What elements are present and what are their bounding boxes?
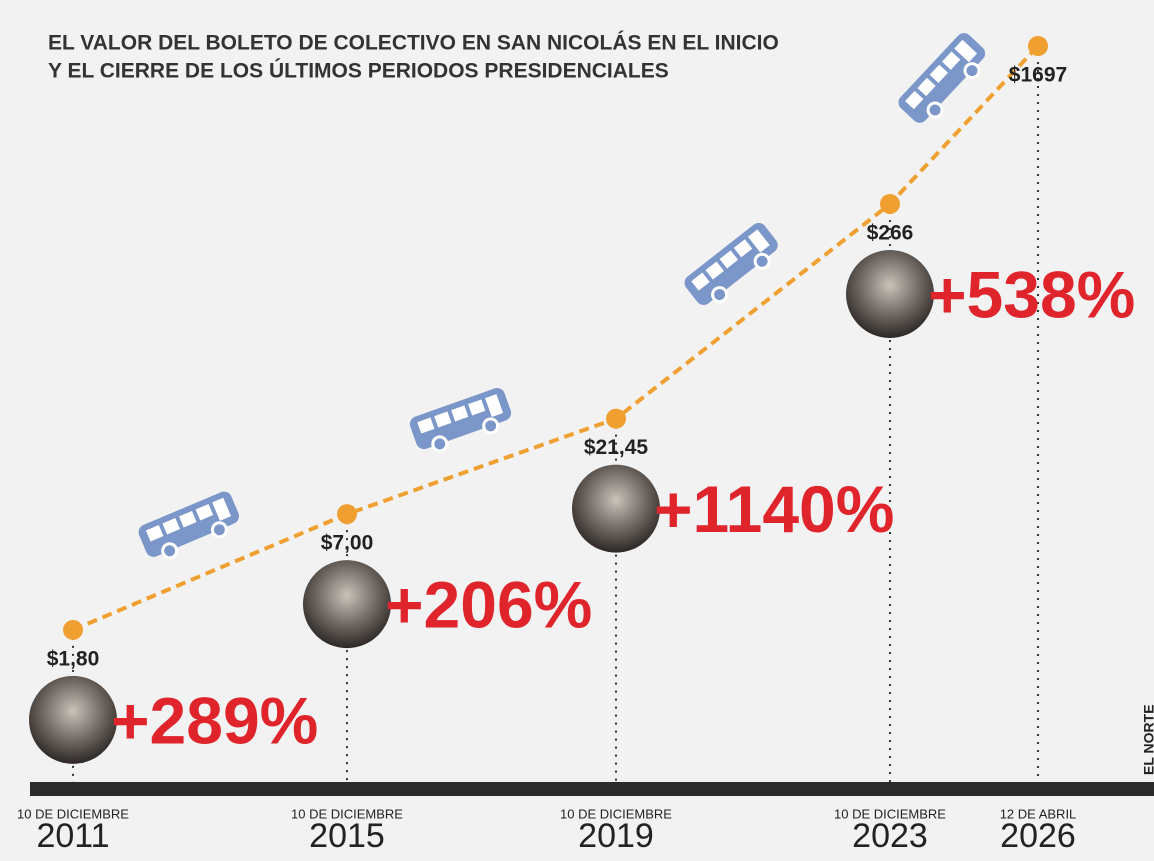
chart: EL VALOR DEL BOLETO DE COLECTIVO EN SAN … — [0, 0, 1154, 861]
point — [880, 194, 900, 214]
value-label: $1,80 — [47, 647, 100, 670]
portrait — [846, 250, 934, 338]
point — [337, 504, 357, 524]
value-label: $7,00 — [321, 532, 374, 555]
portrait — [303, 560, 391, 648]
value-label: $266 — [867, 222, 914, 245]
x-axis — [30, 782, 1154, 796]
annotation: +1140% — [654, 472, 894, 546]
x-tick-label: 2015 — [309, 817, 385, 855]
annotation: +538% — [928, 257, 1135, 331]
value-label: $21,45 — [584, 436, 649, 459]
portrait — [572, 465, 660, 553]
point — [1028, 36, 1048, 56]
annotation: +289% — [111, 683, 318, 757]
x-tick-label: 2011 — [36, 817, 109, 855]
value-label: $1697 — [1009, 64, 1067, 87]
bus-icon — [895, 30, 993, 131]
bus-icon — [408, 386, 516, 458]
x-tick-label: 2026 — [1000, 817, 1076, 855]
point — [606, 409, 626, 429]
x-tick-label: 2019 — [578, 817, 654, 855]
bus-icon — [136, 489, 244, 566]
chart-title: Y EL CIERRE DE LOS ÚLTIMOS PERIODOS PRES… — [48, 59, 669, 83]
annotation: +206% — [385, 568, 592, 642]
point — [63, 620, 83, 640]
portrait — [29, 676, 117, 764]
source: EL NORTE — [1141, 704, 1154, 775]
chart-title: EL VALOR DEL BOLETO DE COLECTIVO EN SAN … — [48, 32, 779, 55]
x-tick-label: 2023 — [852, 817, 928, 855]
